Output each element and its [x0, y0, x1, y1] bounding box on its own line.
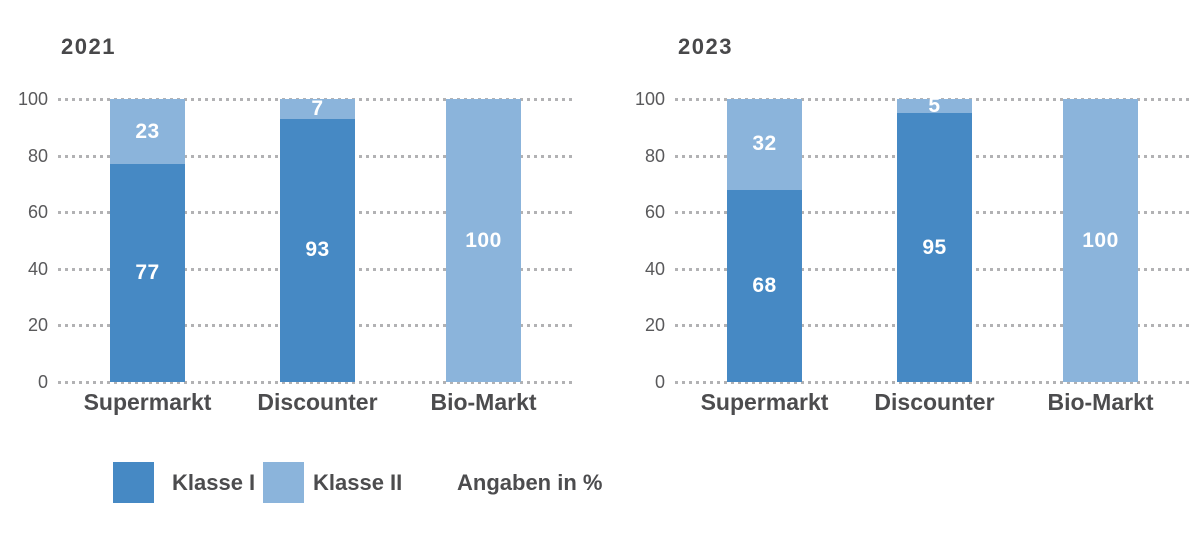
- x-axis-category-label: Discounter: [257, 389, 378, 415]
- x-axis-category-label: Supermarkt: [700, 389, 829, 415]
- bar-segment-discounter-klasse-i: [280, 118, 355, 382]
- x-axis-category-label: Bio-Markt: [1047, 389, 1154, 415]
- legend: Klasse I Klasse II Angaben in %: [0, 462, 1200, 503]
- bar-value-label: 23: [135, 119, 160, 143]
- bar-segment-supermarkt-klasse-i: [727, 189, 802, 382]
- bar-value-label: 5: [928, 94, 941, 118]
- legend-unit-note: Angaben in %: [457, 470, 603, 495]
- bar-segment-supermarkt-klasse-ii: [110, 99, 185, 165]
- bar-segment-supermarkt-klasse-i: [110, 164, 185, 382]
- y-axis-tick-label: 60: [644, 202, 665, 223]
- y-axis-tick-label: 80: [27, 145, 48, 166]
- y-axis-tick-label: 20: [644, 315, 665, 336]
- y-axis-tick-label: 40: [644, 258, 665, 279]
- x-axis-category-label: Discounter: [874, 389, 995, 415]
- x-axis-category-label: Supermarkt: [83, 389, 212, 415]
- bar-segment-discounter-klasse-ii: [280, 99, 355, 119]
- bar-value-label: 68: [752, 273, 777, 297]
- bar-segment-bio-markt-klasse-ii: [1063, 99, 1138, 382]
- legend-label-klasse-2: Klasse II: [313, 470, 403, 495]
- chart-2023-title: 2023: [678, 34, 733, 59]
- legend-label-klasse-1: Klasse I: [172, 470, 256, 495]
- bar-value-label: 32: [752, 132, 777, 156]
- chart-2023: 2023 0 20 40 60 80 100 68 32 Supermarkt 95 5 Discou…: [617, 0, 1200, 430]
- y-axis-tick-label: 100: [634, 89, 665, 109]
- bar-segment-bio-markt-klasse-ii: [446, 99, 521, 382]
- bar-segment-supermarkt-klasse-ii: [727, 99, 802, 190]
- y-axis-tick-label: 80: [644, 145, 665, 166]
- legend-swatch-klasse-1: [113, 462, 154, 503]
- bar-segment-discounter-klasse-i: [897, 113, 972, 382]
- bar-value-label: 95: [922, 235, 947, 259]
- y-axis-tick-label: 100: [17, 89, 48, 109]
- y-axis-tick-label: 0: [37, 372, 48, 392]
- gridline-y0: [58, 381, 573, 384]
- bar-value-label: 7: [311, 96, 324, 120]
- y-axis-tick-label: 20: [27, 315, 48, 336]
- bar-value-label: 77: [135, 261, 160, 285]
- y-axis-tick-label: 60: [27, 202, 48, 223]
- bar-value-label: 100: [1082, 228, 1119, 252]
- bar-segment-discounter-klasse-ii: [897, 99, 972, 114]
- chart-2021: 2021 0 20 40 60 80 100 77 23 Supermarkt 93 7 Discou…: [0, 0, 583, 430]
- gridline-y0: [675, 381, 1190, 384]
- x-axis-category-label: Bio-Markt: [430, 389, 537, 415]
- y-axis-tick-label: 40: [27, 258, 48, 279]
- chart-2021-title: 2021: [61, 34, 116, 59]
- bar-value-label: 93: [305, 238, 330, 262]
- y-axis-tick-label: 0: [654, 372, 665, 392]
- bar-value-label: 100: [465, 228, 502, 252]
- legend-swatch-klasse-2: [263, 462, 304, 503]
